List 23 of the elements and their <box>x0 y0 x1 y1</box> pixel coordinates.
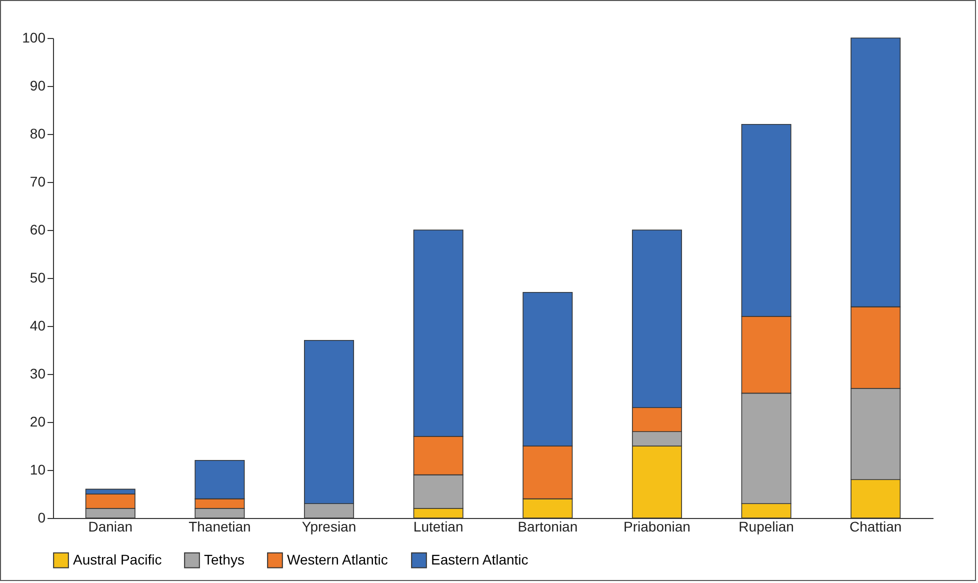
y-tick-label: 60 <box>30 222 46 238</box>
y-tick-label: 90 <box>30 78 46 94</box>
legend-label: Tethys <box>204 551 244 568</box>
x-tick-label: Chattian <box>850 518 902 534</box>
legend-label: Austral Pacific <box>73 551 162 568</box>
x-tick-label: Thanetian <box>188 518 251 534</box>
y-tick-label: 0 <box>38 510 46 526</box>
y-tick-label: 30 <box>30 366 46 382</box>
y-tick-label: 50 <box>30 270 46 286</box>
y-tick-label: 20 <box>30 414 46 430</box>
legend-label: Western Atlantic <box>287 551 388 568</box>
x-tick-label: Rupelian <box>738 518 794 534</box>
legend-label: Eastern Atlantic <box>431 551 528 568</box>
x-tick-label: Ypresian <box>302 518 356 534</box>
x-tick-label: Priabonian <box>624 518 690 534</box>
x-tick-label: Bartonian <box>518 518 578 534</box>
y-tick-label: 70 <box>30 174 46 190</box>
x-tick-label: Lutetian <box>413 518 464 534</box>
y-tick-label: 80 <box>30 126 46 142</box>
y-tick-label: 40 <box>30 318 46 334</box>
y-tick-label: 100 <box>22 30 46 46</box>
y-tick-label: 10 <box>30 462 46 478</box>
x-tick-label: Danian <box>88 518 133 534</box>
